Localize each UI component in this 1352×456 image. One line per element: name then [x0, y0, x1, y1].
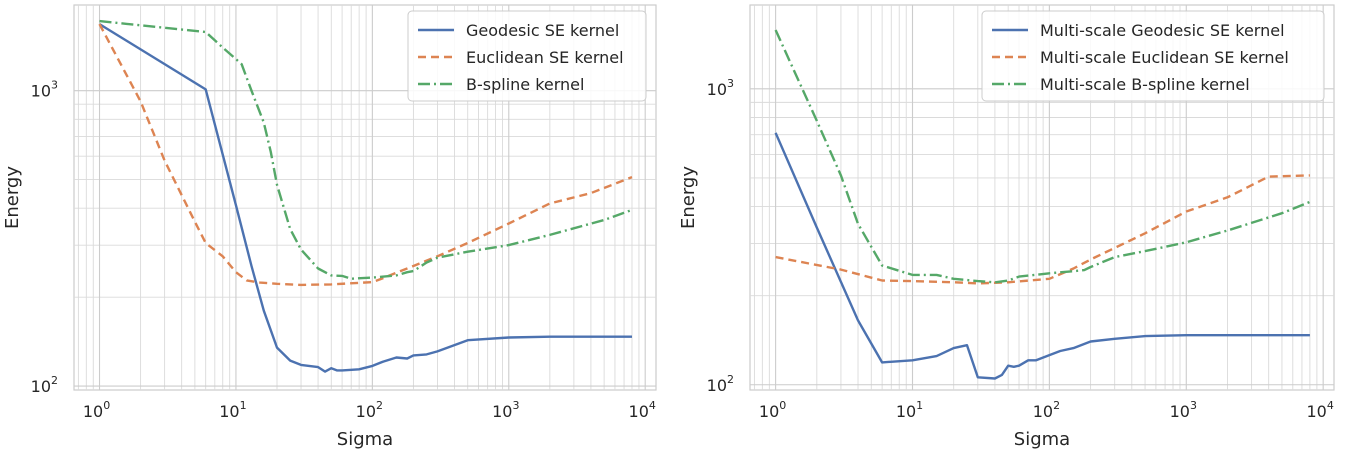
- y-tick-base: 10: [707, 376, 727, 395]
- legend-box: [407, 10, 647, 102]
- y-tick-base: 10: [31, 377, 51, 396]
- x-tick-base: 10: [83, 402, 103, 421]
- x-tick-base: 10: [759, 402, 779, 421]
- x-tick-base: 10: [629, 402, 649, 421]
- x-tick-base: 10: [219, 402, 239, 421]
- legend: Multi-scale Geodesic SE kernel Multi-scal…: [981, 10, 1325, 102]
- x-tick-label: 100: [759, 399, 786, 421]
- legend-label-2: Euclidean SE kernel: [466, 48, 624, 67]
- x-tick-exponent: 3: [512, 399, 519, 412]
- x-tick-exponent: 3: [1190, 399, 1197, 412]
- legend-label-3: Multi-scale B-spline kernel: [1040, 75, 1250, 94]
- x-tick-base: 10: [896, 402, 916, 421]
- legend-label-2: Multi-scale Euclidean SE kernel: [1040, 48, 1289, 67]
- y-axis-title: Energy: [678, 166, 699, 229]
- grid: [74, 5, 656, 390]
- x-tick-label: 104: [629, 399, 656, 421]
- y-tick-label: 102: [707, 373, 734, 395]
- x-tick-label: 102: [1033, 399, 1060, 421]
- x-tick-base: 10: [492, 402, 512, 421]
- x-tick-label: 101: [896, 399, 923, 421]
- x-tick-label: 100: [83, 399, 110, 421]
- x-tick-label: 102: [356, 399, 383, 421]
- y-tick-base: 10: [707, 80, 727, 99]
- x-tick-label: 104: [1306, 399, 1333, 421]
- series-line-2: [98, 23, 633, 287]
- x-axis-title: Sigma: [337, 429, 393, 450]
- legend: Geodesic SE kernel Euclidean SE kernel B-s…: [407, 10, 647, 102]
- series-line-3: [99, 19, 633, 280]
- legend-label-1: Geodesic SE kernel: [466, 21, 619, 40]
- x-tick-label: 103: [1170, 399, 1197, 421]
- series-line-2: [775, 174, 1310, 285]
- x-tick-base: 10: [356, 402, 376, 421]
- legend-label-3: B-spline kernel: [466, 75, 584, 94]
- series-line-1: [774, 132, 1310, 380]
- y-tick-exponent: 3: [51, 79, 58, 92]
- x-axis-title: Sigma: [1014, 429, 1070, 450]
- y-tick-label: 103: [707, 77, 734, 99]
- y-tick-exponent: 2: [51, 374, 58, 387]
- legend-box: [981, 10, 1325, 102]
- x-tick-exponent: 2: [1053, 399, 1060, 412]
- right-chart-panel: 100 101 102 103 104102103SigmaEnergyMulti-sc…: [678, 4, 1335, 450]
- y-tick-exponent: 3: [727, 77, 734, 90]
- x-tick-exponent: 4: [649, 399, 656, 412]
- y-tick-label: 103: [31, 79, 58, 101]
- x-tick-label: 101: [219, 399, 246, 421]
- y-tick-label: 102: [31, 374, 58, 396]
- y-tick-exponent: 2: [727, 373, 734, 386]
- x-tick-label: 103: [492, 399, 519, 421]
- series-line-1: [98, 23, 632, 373]
- x-tick-exponent: 2: [376, 399, 383, 412]
- x-tick-base: 10: [1033, 402, 1053, 421]
- x-tick-exponent: 0: [779, 399, 786, 412]
- y-axis-title: Energy: [2, 166, 23, 229]
- x-tick-base: 10: [1170, 402, 1190, 421]
- x-tick-exponent: 1: [240, 399, 247, 412]
- left-chart-panel: 100 101 102 103 104102103SigmaEnergyGeodesic…: [2, 4, 657, 450]
- x-tick-exponent: 0: [103, 399, 110, 412]
- x-tick-base: 10: [1306, 402, 1326, 421]
- x-tick-exponent: 1: [916, 399, 923, 412]
- x-tick-exponent: 4: [1327, 399, 1334, 412]
- legend-label-1: Multi-scale Geodesic SE kernel: [1040, 21, 1285, 40]
- y-tick-base: 10: [31, 82, 51, 101]
